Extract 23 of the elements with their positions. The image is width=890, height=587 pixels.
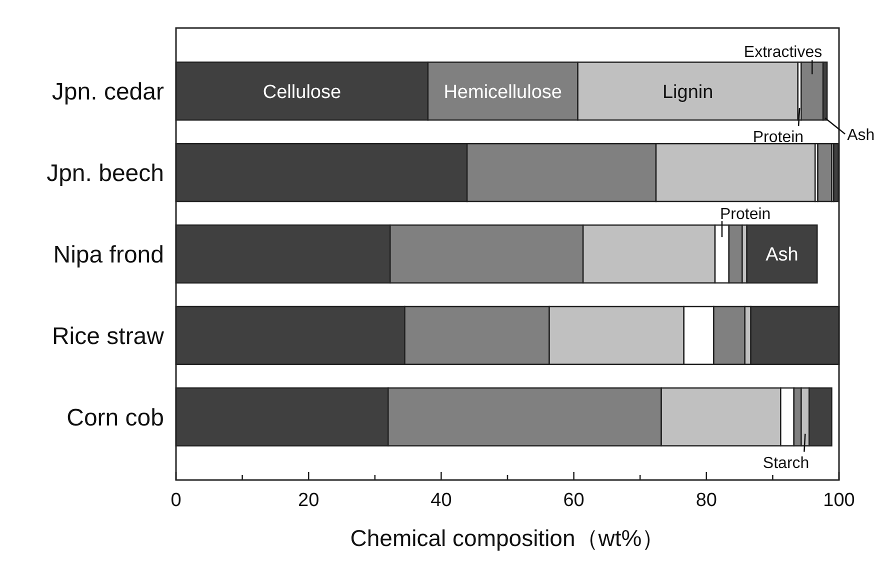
x-tick-label: 40	[430, 490, 452, 511]
x-axis-title: Chemical composition（wt%）	[350, 525, 665, 551]
y-tick-label: Nipa frond	[53, 241, 164, 268]
text: Protein	[752, 129, 804, 146]
x-tick-label: 60	[563, 490, 584, 511]
y-tick-label: Rice straw	[52, 322, 165, 350]
text: Ash	[766, 244, 798, 266]
series-label: Starch	[762, 454, 810, 472]
bar	[800, 62, 824, 121]
x-tick-label: 80	[696, 490, 717, 511]
x-tick-label: 100	[823, 490, 855, 511]
bar	[817, 142, 832, 202]
y-tick-label: Corn cob	[66, 404, 164, 432]
series-label: Extractives	[744, 44, 822, 62]
x-tick-label: 20	[298, 490, 320, 511]
series-label: Cellulose	[262, 82, 342, 103]
series-label: Lignin	[662, 82, 714, 103]
series-label: Ash	[847, 127, 875, 144]
y-tick-label: Jpn. cedar	[52, 78, 164, 106]
series-label: Protein	[720, 206, 771, 224]
y-tick-label: Jpn. beech	[46, 160, 164, 187]
series-label: Hemicellulose	[444, 82, 562, 103]
x-tick-label: 0	[170, 490, 182, 511]
